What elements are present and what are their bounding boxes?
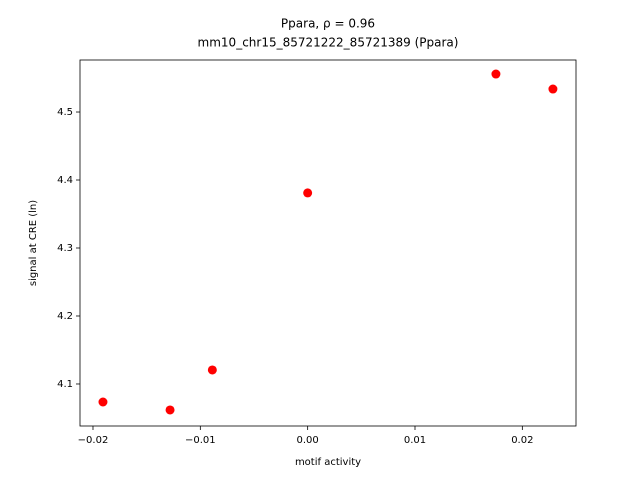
x-tick-label: −0.02 — [78, 435, 109, 446]
y-tick-label: 4.5 — [57, 107, 73, 118]
point — [491, 69, 501, 79]
y-tick-label: 4.2 — [57, 311, 73, 322]
y-tick-label: 4.3 — [57, 243, 73, 254]
y-axis-label: signal at CRE (ln) — [28, 200, 39, 286]
x-tick-label: 0.02 — [511, 435, 533, 446]
point — [165, 405, 175, 415]
point — [303, 188, 313, 198]
chart-title: Ppara, ρ = 0.96 — [281, 17, 375, 31]
y-tick-label: 4.4 — [57, 175, 73, 186]
point — [98, 397, 108, 407]
plot-frame — [79, 59, 577, 427]
x-tick-label: 0.01 — [404, 435, 426, 446]
point — [548, 84, 558, 94]
y-tick-label: 4.1 — [57, 379, 73, 390]
chart-subtitle: mm10_chr15_85721222_85721389 (Ppara) — [198, 36, 459, 50]
x-axis-label: motif activity — [295, 457, 361, 468]
point — [207, 365, 217, 375]
x-tick-label: −0.01 — [185, 435, 216, 446]
x-tick-label: 0.00 — [297, 435, 319, 446]
